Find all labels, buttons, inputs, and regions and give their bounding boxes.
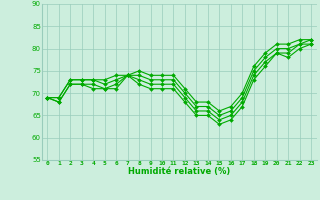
- X-axis label: Humidité relative (%): Humidité relative (%): [128, 167, 230, 176]
